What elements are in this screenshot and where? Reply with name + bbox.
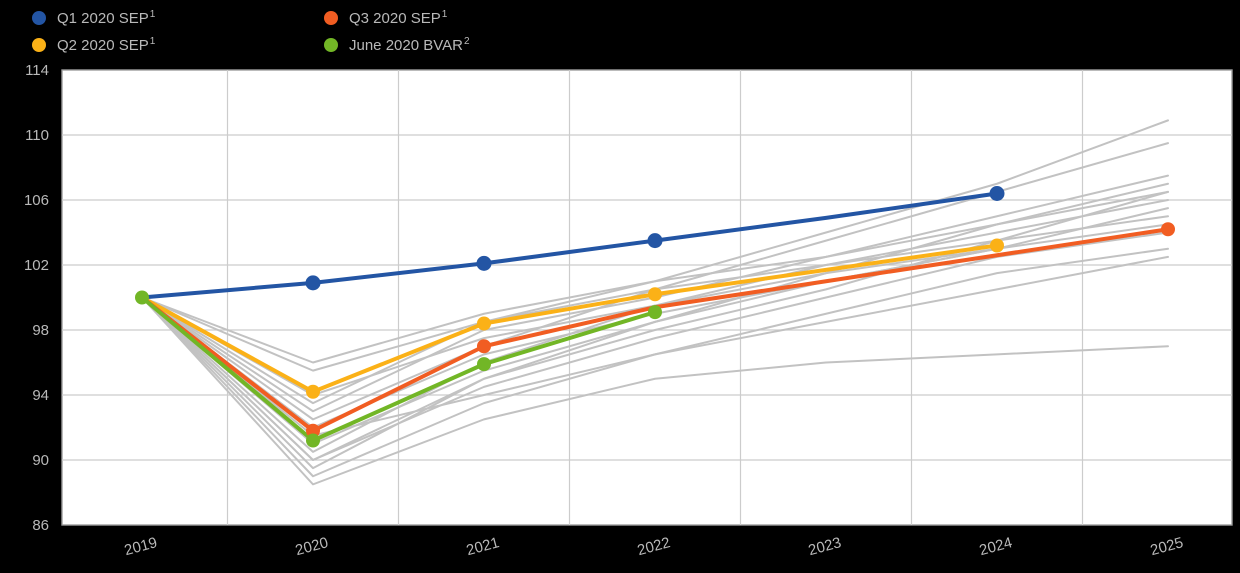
chart-legend: Q1 2020 SEP1 Q2 2020 SEP1 Q3 2020 SEP1 J… <box>32 4 470 58</box>
series-marker-q1-2020-sep <box>989 186 1005 201</box>
x-tick-label: 2022 <box>636 534 673 559</box>
series-marker-q2-2020-sep <box>306 384 320 399</box>
legend-label: June 2020 BVAR2 <box>349 35 470 54</box>
series-marker-q1-2020-sep <box>476 255 492 271</box>
y-tick-label: 102 <box>24 257 49 274</box>
series-line-individual-forecast-10 <box>141 296 1169 486</box>
series-line-individual-forecast-13 <box>141 190 1169 364</box>
x-tick-label: 2023 <box>807 534 844 559</box>
y-tick-label: 106 <box>24 192 49 209</box>
series-line-june-2020-bvar <box>140 295 657 443</box>
y-tick-label: 86 <box>32 517 49 534</box>
series-marker-q3-2020-sep <box>306 423 320 438</box>
series-marker-q3-2020-sep <box>1161 222 1175 237</box>
legend-label: Q1 2020 SEP1 <box>57 8 156 27</box>
legend-label: Q3 2020 SEP1 <box>349 8 448 27</box>
legend-item-june-2020-bvar: June 2020 BVAR2 <box>324 31 470 58</box>
legend-item-q2-2020-sep: Q2 2020 SEP1 <box>32 31 324 58</box>
legend-marker-green-icon <box>324 37 338 52</box>
y-tick-label: 98 <box>32 322 49 339</box>
legend-item-q3-2020-sep: Q3 2020 SEP1 <box>324 4 470 31</box>
series-line-q2-2020-sep <box>140 243 999 394</box>
y-tick-label: 110 <box>25 127 49 144</box>
series-marker-june-2020-bvar <box>135 290 149 305</box>
legend-marker-yellow-icon <box>32 37 46 52</box>
series-marker-q3-2020-sep <box>477 339 491 354</box>
x-tick-label: 2020 <box>294 534 331 559</box>
legend-marker-orange-icon <box>324 10 338 25</box>
series-marker-june-2020-bvar <box>648 305 662 320</box>
x-tick-label: 2024 <box>978 534 1015 559</box>
x-tick-label: 2019 <box>123 534 160 559</box>
series-marker-q2-2020-sep <box>477 316 491 331</box>
x-tick-label: 2021 <box>465 534 502 559</box>
series-marker-june-2020-bvar <box>306 433 320 448</box>
y-tick-label: 114 <box>25 62 49 79</box>
legend-item-q1-2020-sep: Q1 2020 SEP1 <box>32 4 324 31</box>
series-marker-june-2020-bvar <box>477 357 491 372</box>
series-marker-q2-2020-sep <box>648 287 662 302</box>
series-marker-q1-2020-sep <box>647 233 663 249</box>
series-line-q1-2020-sep <box>140 191 999 300</box>
y-tick-label: 90 <box>32 452 49 469</box>
x-tick-label: 2025 <box>1149 534 1186 559</box>
legend-label: Q2 2020 SEP1 <box>57 35 156 54</box>
series-marker-q2-2020-sep <box>990 238 1004 253</box>
series-marker-q1-2020-sep <box>305 275 321 291</box>
legend-marker-blue-icon <box>32 10 46 25</box>
y-tick-label: 94 <box>32 387 49 404</box>
